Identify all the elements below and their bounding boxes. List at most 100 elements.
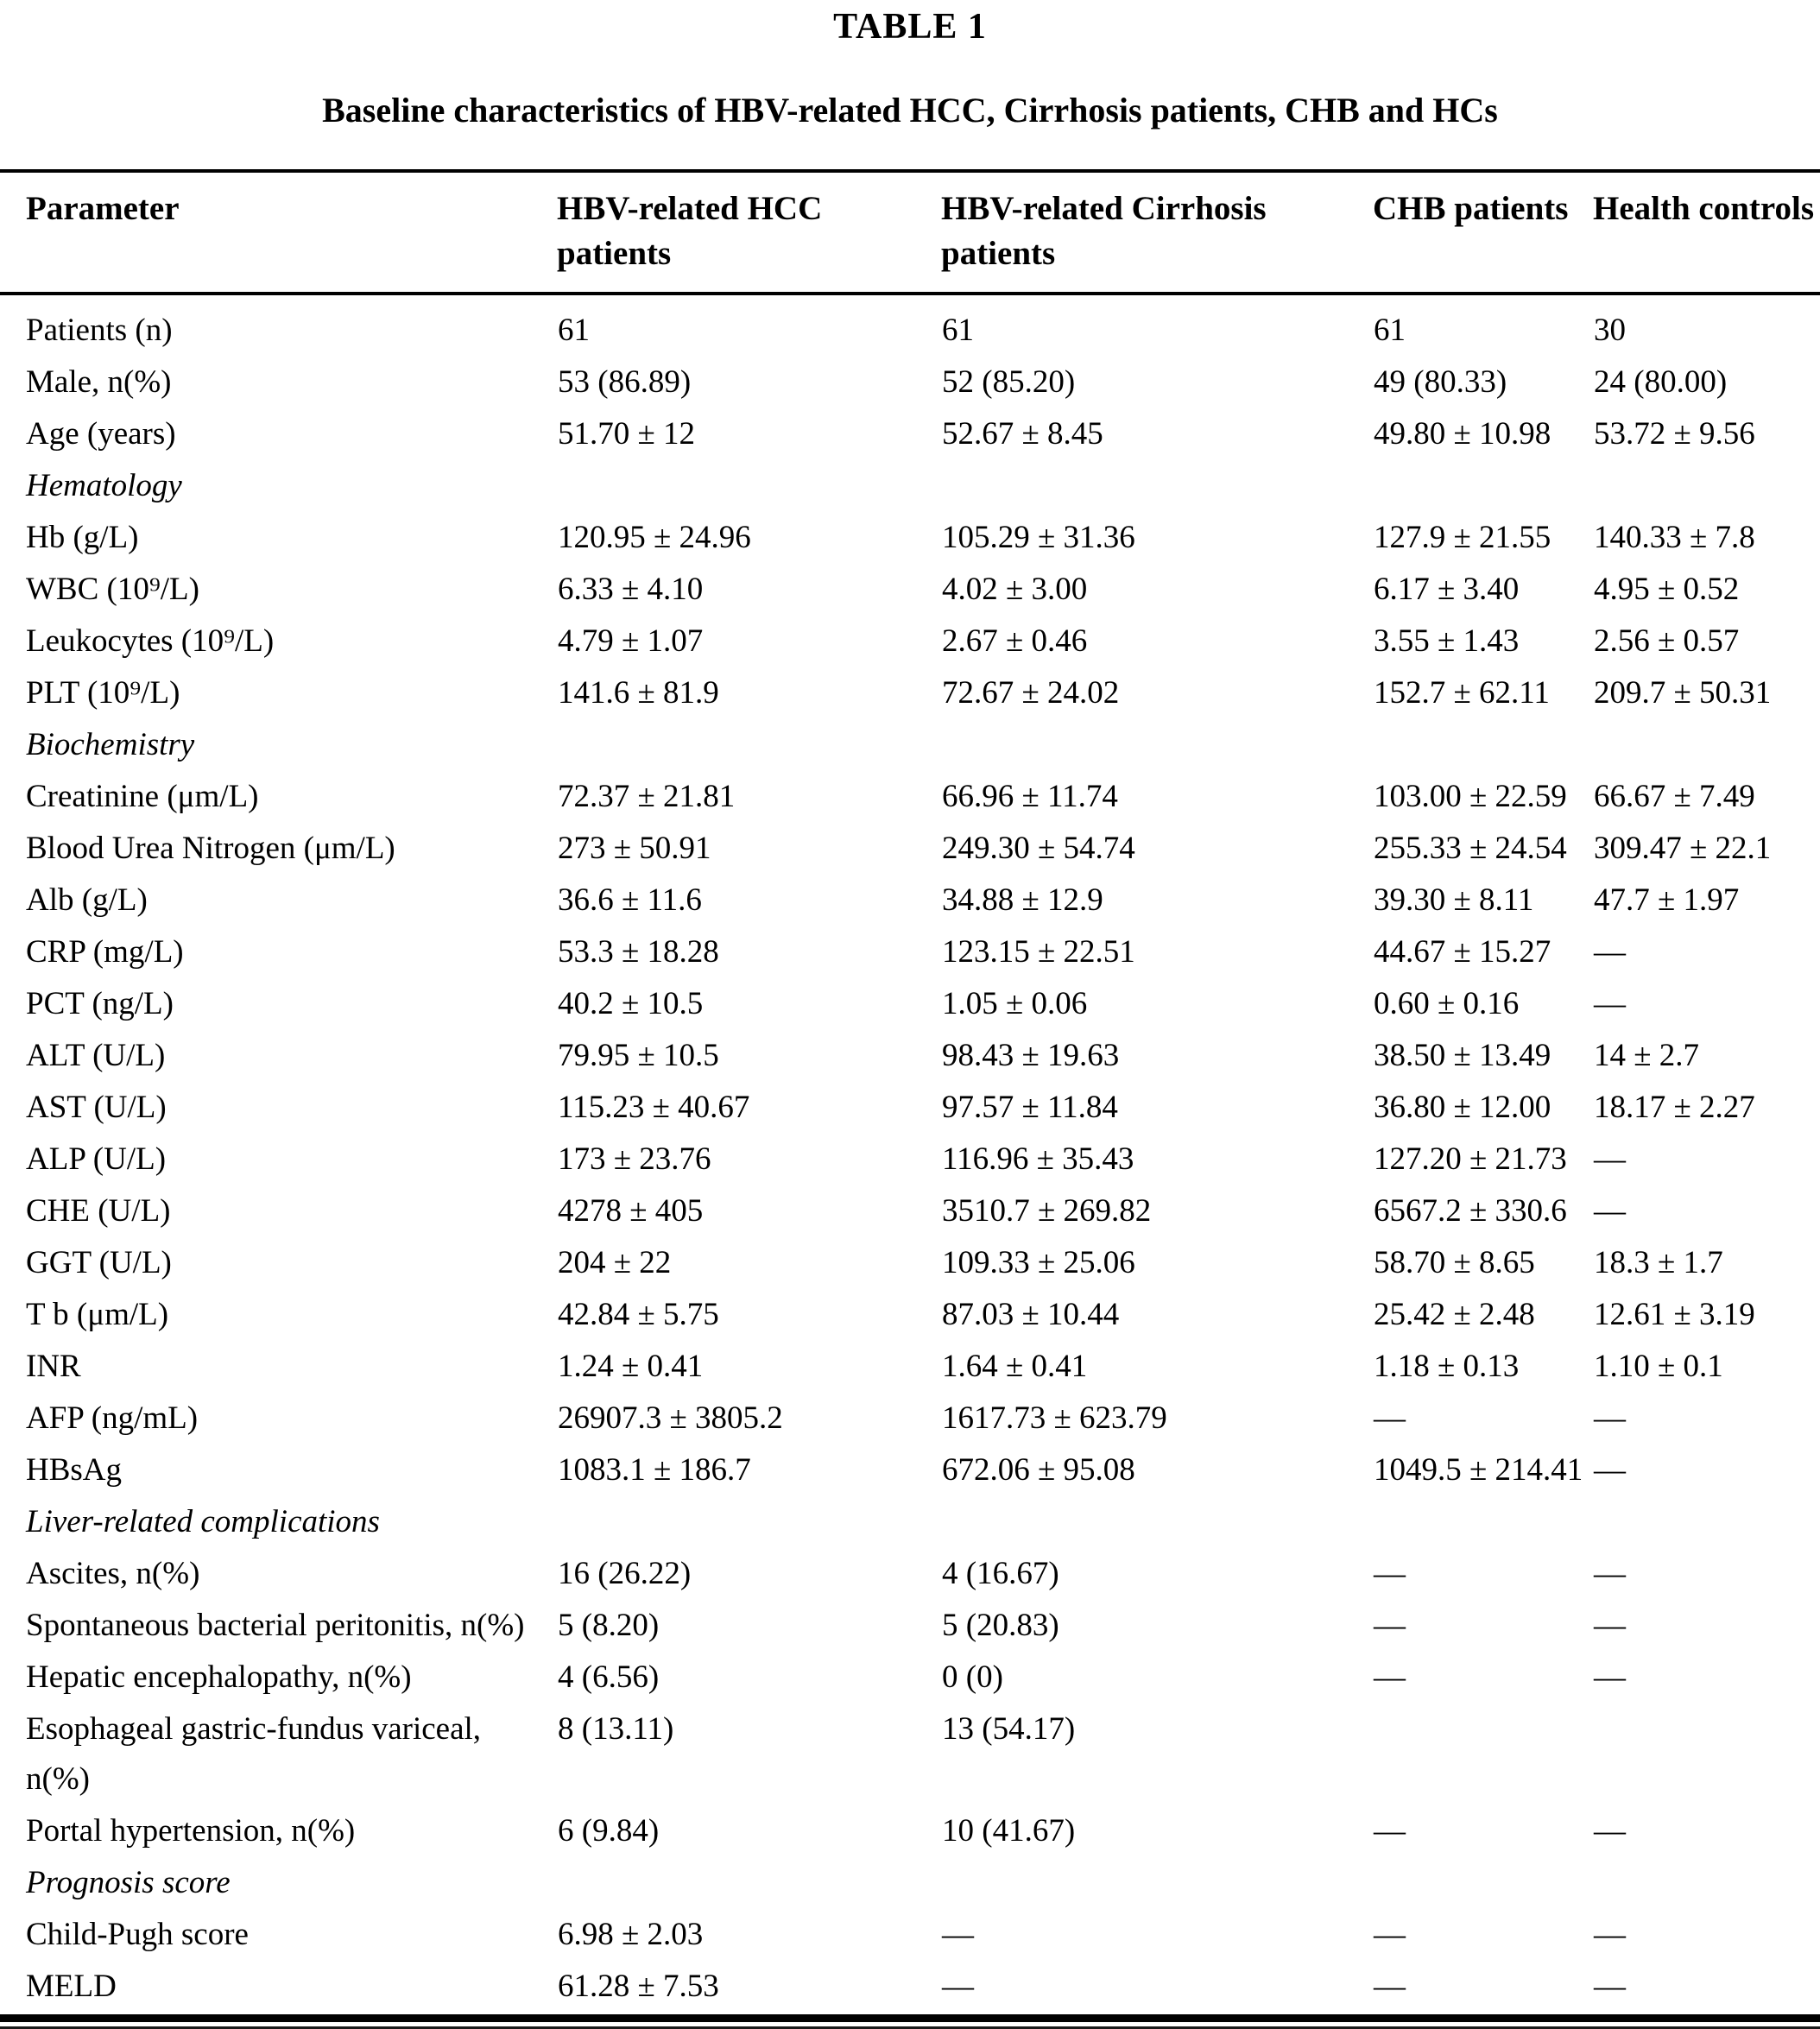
data-table: Parameter HBV-related HCC patients HBV-r… [0, 173, 1820, 2013]
value-cell: 140.33 ± 7.8 [1594, 520, 1755, 555]
value-cell: 103.00 ± 22.59 [1374, 779, 1567, 814]
value-cell: 116.96 ± 35.43 [942, 1141, 1134, 1177]
value-cell: — [1374, 1813, 1406, 1849]
value-cell: 58.70 ± 8.65 [1374, 1245, 1535, 1280]
section-label: Hematology [26, 468, 182, 503]
section-label: Biochemistry [26, 727, 195, 762]
value-cell: 53 (86.89) [558, 364, 692, 400]
value-cell: — [1374, 1400, 1406, 1436]
value-cell: 49.80 ± 10.98 [1374, 416, 1551, 452]
value-cell: 97.57 ± 11.84 [942, 1090, 1118, 1125]
table-row: Blood Urea Nitrogen (μm/L) 273 ± 50.91 249… [0, 823, 1820, 875]
section-label: Prognosis score [26, 1865, 231, 1900]
value-cell: 30 [1594, 313, 1626, 348]
value-cell: — [1374, 1608, 1406, 1643]
param-cell: ALP (U/L) [26, 1141, 167, 1177]
value-cell: — [1374, 1556, 1406, 1591]
table-row: Patients (n) 61 61 61 30 [0, 294, 1820, 357]
value-cell: 16 (26.22) [558, 1556, 692, 1591]
table-row: Hb (g/L) 120.95 ± 24.96 105.29 ± 31.36 127.… [0, 512, 1820, 564]
value-cell: 8 (13.11) [558, 1711, 674, 1747]
param-cell: PLT (10⁹/L) [26, 675, 180, 711]
value-cell: — [1594, 986, 1626, 1021]
table-row: Ascites, n(%) 16 (26.22) 4 (16.67) — — [0, 1548, 1820, 1600]
value-cell: 4 (6.56) [558, 1659, 660, 1695]
param-cell: Patients (n) [26, 313, 173, 348]
value-cell: 18.3 ± 1.7 [1594, 1245, 1723, 1280]
column-header-chb-patients: CHB patients [1373, 173, 1593, 295]
value-cell: 34.88 ± 12.9 [942, 882, 1103, 918]
table-row: Portal hypertension, n(%) 6 (9.84) 10 (41.… [0, 1805, 1820, 1857]
value-cell: 127.20 ± 21.73 [1374, 1141, 1567, 1177]
value-cell: 1083.1 ± 186.7 [558, 1452, 751, 1488]
value-cell: 39.30 ± 8.11 [1374, 882, 1534, 918]
value-cell: 152.7 ± 62.11 [1374, 675, 1550, 711]
value-cell: 1.18 ± 0.13 [1374, 1349, 1520, 1384]
value-cell: 47.7 ± 1.97 [1594, 882, 1740, 918]
column-header-parameter: Parameter [0, 173, 557, 295]
table-row: Alb (g/L) 36.6 ± 11.6 34.88 ± 12.9 39.30 ± … [0, 875, 1820, 926]
value-cell: — [1594, 1813, 1626, 1849]
value-cell: — [1594, 934, 1626, 970]
table-caption: Baseline characteristics of HBV-related … [322, 91, 1498, 130]
table-row: PCT (ng/L) 40.2 ± 10.5 1.05 ± 0.06 0.60 ± 0… [0, 978, 1820, 1030]
value-cell: 42.84 ± 5.75 [558, 1297, 719, 1332]
value-cell: 52 (85.20) [942, 364, 1076, 400]
param-cell: HBsAg [26, 1452, 123, 1488]
value-cell [1373, 1703, 1593, 1805]
table-row: AST (U/L) 115.23 ± 40.67 97.57 ± 11.84 36.8… [0, 1082, 1820, 1134]
value-cell: 51.70 ± 12 [558, 416, 696, 452]
table-row: ALT (U/L) 79.95 ± 10.5 98.43 ± 19.63 38.50 … [0, 1030, 1820, 1082]
param-cell: Esophageal gastric-fundus variceal, n(%) [26, 1711, 482, 1797]
value-cell: 66.96 ± 11.74 [942, 779, 1118, 814]
param-cell: Male, n(%) [26, 364, 172, 400]
value-cell: 24 (80.00) [1594, 364, 1728, 400]
value-cell: — [942, 1969, 974, 2004]
param-cell: Ascites, n(%) [26, 1556, 200, 1591]
value-cell: 4.95 ± 0.52 [1594, 572, 1740, 607]
value-cell: 66.67 ± 7.49 [1594, 779, 1755, 814]
param-cell: MELD [26, 1969, 117, 2004]
value-cell: 6.33 ± 4.10 [558, 572, 704, 607]
section-row: Biochemistry [0, 719, 1820, 771]
value-cell: 6.17 ± 3.40 [1374, 572, 1520, 607]
param-cell: Hepatic encephalopathy, n(%) [26, 1659, 412, 1695]
column-header-hcc-patients: HBV-related HCC patients [557, 173, 941, 295]
table-row: CHE (U/L) 4278 ± 405 3510.7 ± 269.82 6567.2… [0, 1185, 1820, 1237]
value-cell: 1.24 ± 0.41 [558, 1349, 704, 1384]
table-row: Child-Pugh score 6.98 ± 2.03 — — — [0, 1909, 1820, 1961]
value-cell: 61 [942, 313, 974, 348]
value-cell: 3510.7 ± 269.82 [942, 1193, 1152, 1229]
value-cell: — [1594, 1141, 1626, 1177]
column-header-cirrhosis-patients: HBV-related Cirrhosis patients [941, 173, 1373, 295]
table-row: CRP (mg/L) 53.3 ± 18.28 123.15 ± 22.51 44.6… [0, 926, 1820, 978]
value-cell: 4.02 ± 3.00 [942, 572, 1088, 607]
value-cell: — [1594, 1969, 1626, 2004]
table-header: Parameter HBV-related HCC patients HBV-r… [0, 173, 1820, 295]
value-cell: 672.06 ± 95.08 [942, 1452, 1135, 1488]
value-cell: 1617.73 ± 623.79 [942, 1400, 1167, 1436]
value-cell: — [1594, 1659, 1626, 1695]
header-row: Parameter HBV-related HCC patients HBV-r… [0, 173, 1820, 295]
value-cell: 109.33 ± 25.06 [942, 1245, 1135, 1280]
table-row: Male, n(%) 53 (86.89) 52 (85.20) 49 (80.33)… [0, 357, 1820, 408]
table-number-title: TABLE 1 [833, 7, 987, 47]
param-cell: Creatinine (μm/L) [26, 779, 259, 814]
param-cell: CRP (mg/L) [26, 934, 184, 970]
value-cell: 40.2 ± 10.5 [558, 986, 704, 1021]
value-cell: 204 ± 22 [558, 1245, 672, 1280]
table-row: GGT (U/L) 204 ± 22 109.33 ± 25.06 58.70 ± 8… [0, 1237, 1820, 1289]
param-cell: Spontaneous bacterial peritonitis, n(%) [26, 1608, 525, 1643]
section-row: Liver-related complications [0, 1496, 1820, 1548]
value-cell: 249.30 ± 54.74 [942, 831, 1135, 866]
param-cell: AST (U/L) [26, 1090, 167, 1125]
value-cell: 273 ± 50.91 [558, 831, 711, 866]
param-cell: Age (years) [26, 416, 176, 452]
value-cell: 53.3 ± 18.28 [558, 934, 719, 970]
value-cell: 25.42 ± 2.48 [1374, 1297, 1535, 1332]
param-cell: ALT (U/L) [26, 1038, 166, 1073]
value-cell: 6.98 ± 2.03 [558, 1917, 704, 1952]
value-cell: 52.67 ± 8.45 [942, 416, 1103, 452]
value-cell: 141.6 ± 81.9 [558, 675, 719, 711]
value-cell: 5 (8.20) [558, 1608, 660, 1643]
